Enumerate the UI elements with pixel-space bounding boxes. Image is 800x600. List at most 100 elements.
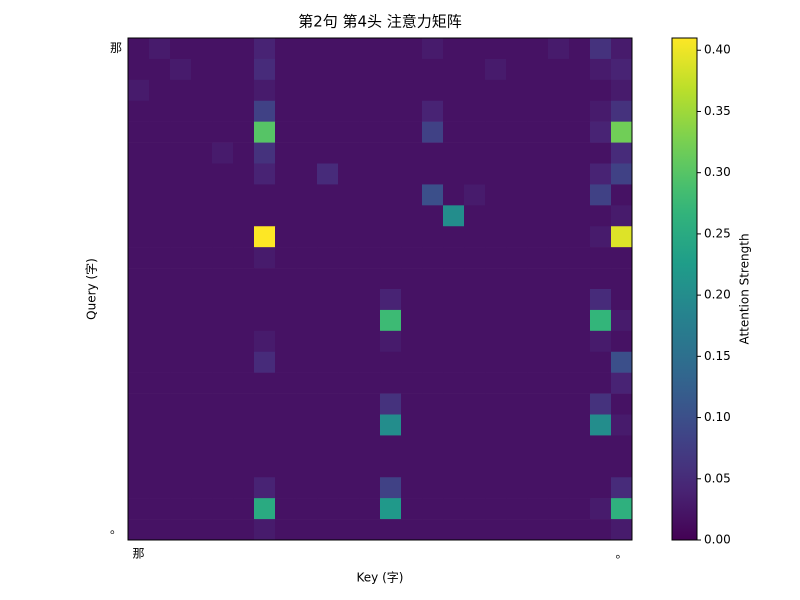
heatmap-cell <box>254 477 276 499</box>
heatmap-cell <box>170 330 192 353</box>
heatmap-cell <box>317 121 339 143</box>
heatmap-cell <box>233 184 255 206</box>
heatmap-cell <box>422 309 444 332</box>
heatmap-cell <box>275 38 297 60</box>
heatmap-cell <box>254 58 276 81</box>
heatmap-cell <box>590 163 612 185</box>
heatmap-cell <box>170 456 192 478</box>
heatmap-cell <box>464 435 486 457</box>
heatmap-cell <box>464 351 486 373</box>
heatmap-cell <box>443 268 465 290</box>
heatmap-cell <box>191 351 213 373</box>
heatmap-cell <box>422 247 444 269</box>
heatmap-cell <box>170 351 192 373</box>
heatmap-cell <box>338 456 360 478</box>
heatmap-cell <box>443 205 465 227</box>
heatmap-cell <box>359 289 381 311</box>
heatmap-cell <box>359 414 381 436</box>
heatmap-cell <box>128 498 150 520</box>
heatmap-cell <box>296 477 318 499</box>
heatmap-cell <box>128 142 150 164</box>
heatmap-cell <box>212 142 234 164</box>
heatmap-cell <box>422 393 444 415</box>
heatmap-cell <box>506 121 528 143</box>
heatmap-cell <box>464 205 486 227</box>
heatmap-cell <box>464 226 486 248</box>
heatmap-cell <box>548 456 570 478</box>
heatmap-cell <box>128 435 150 457</box>
heatmap-cell <box>275 142 297 164</box>
heatmap-cell <box>191 226 213 248</box>
heatmap-cell <box>275 330 297 353</box>
heatmap-cell <box>590 393 612 415</box>
heatmap-cell <box>485 498 507 520</box>
heatmap-cell <box>338 163 360 185</box>
heatmap-cell <box>254 226 276 248</box>
heatmap-cell <box>527 205 549 227</box>
heatmap-cell <box>506 100 528 122</box>
heatmap-cell <box>422 330 444 353</box>
heatmap-cell <box>275 247 297 269</box>
heatmap-cell <box>569 330 591 353</box>
heatmap-cell <box>275 456 297 478</box>
heatmap-cell <box>464 268 486 290</box>
heatmap-cell <box>359 393 381 415</box>
heatmap-cell <box>275 519 297 541</box>
heatmap-cell <box>590 330 612 353</box>
heatmap-cell <box>191 372 213 394</box>
heatmap-cell <box>149 58 171 81</box>
heatmap-cell <box>548 163 570 185</box>
heatmap-cell <box>170 435 192 457</box>
heatmap-cell <box>317 330 339 353</box>
heatmap-cell <box>548 226 570 248</box>
heatmap-cell <box>170 477 192 499</box>
heatmap-cell <box>569 435 591 457</box>
heatmap-cell <box>191 79 213 102</box>
heatmap-cell <box>212 519 234 541</box>
heatmap-cell <box>527 372 549 394</box>
heatmap-cell <box>149 79 171 102</box>
heatmap-cell <box>149 477 171 499</box>
heatmap-cell <box>191 456 213 478</box>
heatmap-cell <box>212 351 234 373</box>
heatmap-cell <box>359 435 381 457</box>
heatmap-cell <box>254 184 276 206</box>
heatmap-cell <box>317 309 339 332</box>
heatmap-cell <box>338 498 360 520</box>
heatmap-cell <box>128 121 150 143</box>
heatmap-cell <box>506 498 528 520</box>
heatmap-cell <box>254 435 276 457</box>
heatmap-cell <box>338 58 360 81</box>
heatmap-cell <box>527 142 549 164</box>
heatmap-cell <box>611 163 633 185</box>
heatmap-cell <box>212 226 234 248</box>
x-tick-label: 。 <box>615 547 627 561</box>
heatmap-cell <box>317 142 339 164</box>
heatmap-cell <box>464 519 486 541</box>
heatmap-cell <box>527 414 549 436</box>
heatmap-cell <box>338 205 360 227</box>
heatmap-cell <box>212 477 234 499</box>
heatmap-cell <box>527 435 549 457</box>
heatmap-cell <box>338 100 360 122</box>
heatmap-cell <box>569 205 591 227</box>
x-axis-label: Key (字) <box>357 570 404 585</box>
heatmap-cell <box>233 58 255 81</box>
heatmap-cell <box>359 498 381 520</box>
heatmap-cell <box>275 100 297 122</box>
heatmap-cell <box>443 456 465 478</box>
heatmap-cell <box>485 477 507 499</box>
heatmap-cell <box>485 309 507 332</box>
heatmap-cell <box>149 226 171 248</box>
heatmap-cell <box>569 226 591 248</box>
heatmap-cell <box>443 519 465 541</box>
heatmap-cell <box>464 79 486 102</box>
heatmap-cell <box>170 58 192 81</box>
heatmap-cell <box>149 184 171 206</box>
heatmap-cell <box>464 184 486 206</box>
heatmap-cell <box>254 519 276 541</box>
heatmap-cell <box>422 289 444 311</box>
heatmap-cell <box>548 519 570 541</box>
heatmap-cell <box>149 498 171 520</box>
